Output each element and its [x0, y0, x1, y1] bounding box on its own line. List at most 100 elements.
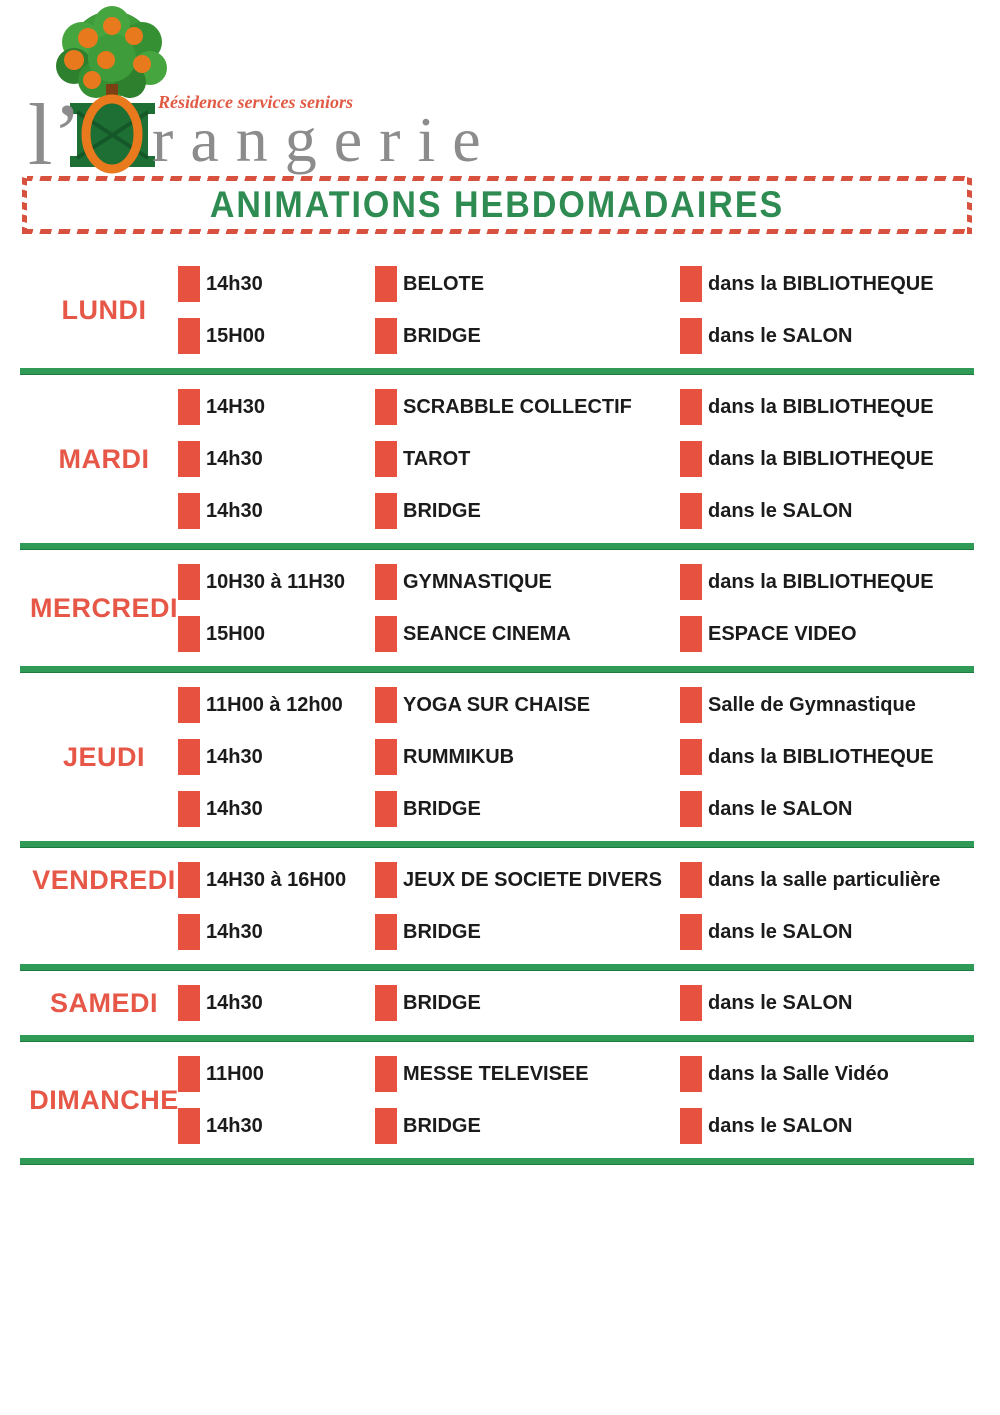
entry-activity-cell: BRIDGE [375, 318, 680, 354]
schedule-entry: 14h30 BRIDGE dans le SALON [178, 977, 970, 1029]
entry-time-cell: 14h30 [178, 739, 375, 775]
day-block: SAMEDI 14h30 BRIDGE dans le SALON [30, 971, 970, 1035]
red-bullet-icon [680, 791, 702, 827]
entry-location: dans la BIBLIOTHEQUE [708, 447, 934, 470]
entry-time-cell: 14H30 [178, 389, 375, 425]
entry-activity-cell: RUMMIKUB [375, 739, 680, 775]
entry-activity: TAROT [403, 447, 471, 470]
entry-activity: JEUX DE SOCIETE DIVERS [403, 868, 662, 891]
entry-activity-cell: BRIDGE [375, 914, 680, 950]
entry-time-cell: 15H00 [178, 616, 375, 652]
day-label: LUNDI [61, 294, 147, 325]
day-separator-line [20, 543, 974, 550]
schedule-entry: 14H30 à 16H00 JEUX DE SOCIETE DIVERS dan… [178, 854, 970, 906]
orange-tree-icon [56, 6, 167, 108]
day-block: JEUDI 11H00 à 12h00 YOGA SUR CHAISE Sall… [30, 673, 970, 841]
red-bullet-icon [178, 389, 200, 425]
logo-name-text: rangerie [152, 104, 498, 175]
red-bullet-icon [680, 1056, 702, 1092]
red-bullet-icon [680, 493, 702, 529]
day-entries: 14h30 BRIDGE dans le SALON [178, 977, 970, 1029]
day-label: JEUDI [62, 741, 146, 772]
red-bullet-icon [178, 739, 200, 775]
red-bullet-icon [375, 266, 397, 302]
day-entries: 14H30 SCRABBLE COLLECTIF dans la BIBLIOT… [178, 381, 970, 537]
red-bullet-icon [680, 616, 702, 652]
entry-location-cell: dans la Salle Vidéo [680, 1056, 970, 1092]
entry-location: dans la Salle Vidéo [708, 1062, 889, 1085]
entry-time-cell: 10H30 à 11H30 [178, 564, 375, 600]
entry-time-cell: 11H00 à 12h00 [178, 687, 375, 723]
entry-activity-cell: YOGA SUR CHAISE [375, 687, 680, 723]
entry-time: 14H30 [206, 395, 265, 418]
day-label: VENDREDI [32, 865, 176, 895]
entry-activity: MESSE TELEVISEE [403, 1062, 589, 1085]
red-bullet-icon [375, 687, 397, 723]
title-banner: ANIMATIONS HEBDOMADAIRES [22, 176, 972, 234]
planter-box-icon [70, 94, 155, 174]
red-bullet-icon [375, 914, 397, 950]
red-bullet-icon [178, 616, 200, 652]
entry-activity: BRIDGE [403, 797, 481, 820]
entry-time: 14h30 [206, 272, 263, 295]
schedule-entry: 14h30 TAROT dans la BIBLIOTHEQUE [178, 433, 970, 485]
red-bullet-icon [680, 564, 702, 600]
red-bullet-icon [375, 389, 397, 425]
schedule-entry: 14h30 RUMMIKUB dans la BIBLIOTHEQUE [178, 731, 970, 783]
banner-border-left [22, 176, 27, 234]
red-bullet-icon [375, 493, 397, 529]
red-bullet-icon [178, 985, 200, 1021]
entry-time: 14h30 [206, 745, 263, 768]
red-bullet-icon [680, 266, 702, 302]
red-bullet-icon [375, 616, 397, 652]
entry-time-cell: 14h30 [178, 914, 375, 950]
entry-time: 11H00 à 12h00 [206, 693, 343, 716]
entry-activity: BELOTE [403, 272, 485, 295]
entry-location: dans la BIBLIOTHEQUE [708, 570, 934, 593]
entry-time: 14h30 [206, 1114, 263, 1137]
entry-time: 11H00 [206, 1062, 264, 1085]
red-bullet-icon [680, 389, 702, 425]
red-bullet-icon [178, 914, 200, 950]
entry-activity: GYMNASTIQUE [403, 570, 552, 593]
entry-time: 14H30 à 16H00 [206, 868, 347, 891]
red-bullet-icon [680, 687, 702, 723]
schedule-entry: 14h30 BELOTE dans la BIBLIOTHEQUE [178, 258, 970, 310]
day-block: DIMANCHE 11H00 MESSE TELEVISEE dans la S… [29, 1042, 970, 1158]
schedule-entry: 14h30 BRIDGE dans le SALON [178, 1100, 970, 1152]
entry-location: Salle de Gymnastique [708, 693, 916, 716]
banner-border-bottom [22, 229, 972, 234]
day-separator-line [20, 1035, 974, 1042]
schedule-entry: 14h30 BRIDGE dans le SALON [178, 906, 970, 958]
entry-activity: RUMMIKUB [403, 745, 515, 768]
day-entries: 14h30 BELOTE dans la BIBLIOTHEQUE 15H00 … [178, 258, 970, 362]
red-bullet-icon [178, 791, 200, 827]
schedule-entry: 10H30 à 11H30 GYMNASTIQUE dans la BIBLIO… [178, 556, 970, 608]
entry-location: dans le SALON [708, 797, 853, 820]
day-label: SAMEDI [49, 987, 158, 1018]
entry-time: 14h30 [206, 499, 263, 522]
red-bullet-icon [680, 914, 702, 950]
schedule-entry: 15H00 BRIDGE dans le SALON [178, 310, 970, 362]
entry-activity-cell: BRIDGE [375, 985, 680, 1021]
day-entries: 11H00 à 12h00 YOGA SUR CHAISE Salle de G… [178, 679, 970, 835]
entry-location-cell: dans le SALON [680, 1108, 970, 1144]
entry-time-cell: 14h30 [178, 441, 375, 477]
entry-time: 14h30 [206, 920, 263, 943]
day-separator-line [20, 368, 974, 375]
red-bullet-icon [178, 1056, 200, 1092]
entry-time-cell: 14h30 [178, 985, 375, 1021]
day-block: LUNDI 14h30 BELOTE dans la BIBLIOTHEQUE … [30, 252, 970, 368]
entry-activity-cell: SCRABBLE COLLECTIF [375, 389, 680, 425]
red-bullet-icon [178, 441, 200, 477]
day-separator-line [20, 964, 974, 971]
red-bullet-icon [375, 1108, 397, 1144]
entry-location-cell: dans la BIBLIOTHEQUE [680, 389, 970, 425]
entry-activity: BRIDGE [403, 991, 481, 1014]
red-bullet-icon [680, 1108, 702, 1144]
entry-location-cell: dans la BIBLIOTHEQUE [680, 739, 970, 775]
red-bullet-icon [375, 564, 397, 600]
red-bullet-icon [375, 791, 397, 827]
red-bullet-icon [680, 441, 702, 477]
logo: l’ rangerie Résidence services seniors [0, 0, 1000, 184]
